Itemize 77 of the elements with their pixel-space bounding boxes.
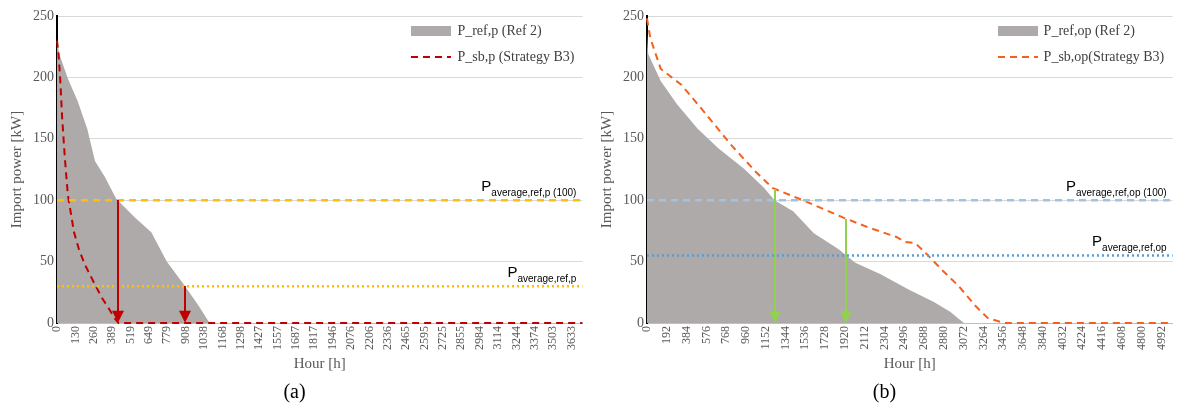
x-tick-label: 1536 xyxy=(797,326,812,350)
legend-label: P_ref,p (Ref 2) xyxy=(457,23,542,39)
x-tick-label: 2725 xyxy=(435,326,450,350)
legend-label: P_ref,op (Ref 2) xyxy=(1043,23,1135,39)
x-tick-label: 384 xyxy=(678,326,693,344)
x-tick-label: 2304 xyxy=(876,326,891,350)
x-tick-label: 3264 xyxy=(975,326,990,350)
x-tick-label: 3456 xyxy=(995,326,1010,350)
x-tick-label: 908 xyxy=(177,326,192,344)
x-tick-label: 3648 xyxy=(1015,326,1030,350)
x-tick-label: 2112 xyxy=(856,326,871,350)
x-tick-label: 4608 xyxy=(1114,326,1129,350)
x-tick-label: 3374 xyxy=(526,326,541,350)
y-tick-label: 200 xyxy=(33,69,54,85)
x-tick-label: 4992 xyxy=(1153,326,1168,350)
line-series xyxy=(56,39,584,324)
y-tick-label: 50 xyxy=(630,253,644,269)
x-tick-label: 1427 xyxy=(251,326,266,350)
x-tick-label: 130 xyxy=(67,326,82,344)
x-tick-label: 1298 xyxy=(232,326,247,350)
x-tick-label: 260 xyxy=(85,326,100,344)
x-tick-label: 2984 xyxy=(471,326,486,350)
x-tick-label: 2855 xyxy=(453,326,468,350)
x-axis-title: Hour [h] xyxy=(883,354,936,371)
x-tick-label: 2206 xyxy=(361,326,376,350)
x-tick-label: 3072 xyxy=(955,326,970,350)
x-tick-label: 779 xyxy=(159,326,174,344)
y-tick-label: 200 xyxy=(623,69,644,85)
x-tick-label: 1946 xyxy=(324,326,339,350)
y-tick-label: 100 xyxy=(623,191,644,207)
x-tick-label: 2465 xyxy=(398,326,413,350)
x-tick-label: 2076 xyxy=(343,326,358,350)
x-tick-label: 1728 xyxy=(817,326,832,350)
x-tick-label: 2336 xyxy=(379,326,394,350)
x-tick-label: 1687 xyxy=(288,326,303,350)
y-tick-label: 250 xyxy=(623,7,644,23)
y-tick-label: 150 xyxy=(33,130,54,146)
x-tick-label: 1344 xyxy=(777,326,792,350)
x-tick-label: 2688 xyxy=(916,326,931,350)
x-tick-label: 1168 xyxy=(214,326,229,350)
x-tick-label: 2595 xyxy=(416,326,431,350)
x-tick-label: 4224 xyxy=(1074,326,1089,350)
x-tick-label: 192 xyxy=(658,326,673,344)
x-axis-title: Hour [h] xyxy=(293,354,346,371)
y-axis-title: Import power [kW] xyxy=(7,110,24,229)
x-tick-label: 389 xyxy=(104,326,119,344)
legend-label: P_sb,p (Strategy B3) xyxy=(457,49,575,65)
x-tick-label: 4800 xyxy=(1133,326,1148,350)
y-tick-label: 50 xyxy=(40,253,54,269)
x-tick-label: 768 xyxy=(718,326,733,344)
x-tick-label: 2880 xyxy=(935,326,950,350)
y-axis-title: Import power [kW] xyxy=(597,110,614,229)
x-tick-label: 1557 xyxy=(269,326,284,350)
x-tick-label: 4032 xyxy=(1054,326,1069,350)
x-tick-label: 0 xyxy=(639,326,654,332)
text: (b) xyxy=(871,380,898,403)
x-tick-label: 960 xyxy=(738,326,753,344)
x-tick-label: 3503 xyxy=(545,326,560,350)
text: (a) xyxy=(282,380,307,403)
x-tick-label: 576 xyxy=(698,326,713,344)
x-tick-label: 0 xyxy=(49,326,64,332)
x-tick-label: 1152 xyxy=(757,326,772,350)
x-tick-label: 2496 xyxy=(896,326,911,350)
x-tick-label: 3244 xyxy=(508,326,523,350)
x-tick-label: 519 xyxy=(122,326,137,344)
legend-label: P_sb,op(Strategy B3) xyxy=(1043,49,1165,65)
x-tick-label: 1920 xyxy=(837,326,852,350)
x-tick-label: 649 xyxy=(141,326,156,344)
x-tick-label: 3114 xyxy=(490,326,505,350)
y-tick-label: 100 xyxy=(33,191,54,207)
x-tick-label: 4416 xyxy=(1094,326,1109,350)
x-tick-label: 1038 xyxy=(196,326,211,350)
x-tick-label: 3633 xyxy=(563,326,578,350)
y-tick-label: 150 xyxy=(623,130,644,146)
x-tick-label: 1817 xyxy=(306,326,321,350)
x-tick-label: 3840 xyxy=(1034,326,1049,350)
y-tick-label: 250 xyxy=(33,7,54,23)
